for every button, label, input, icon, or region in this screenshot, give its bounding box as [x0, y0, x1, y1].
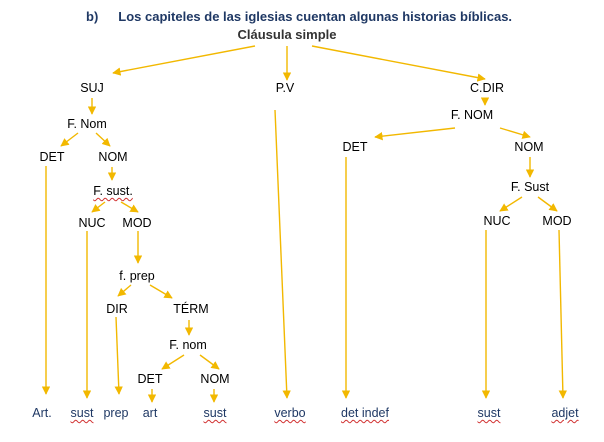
node-det: DET [39, 150, 65, 164]
arrow-fsust2-nuc [499, 196, 523, 212]
arrow-fsust-nuc [91, 201, 106, 213]
leaf-adjet: adjet [551, 406, 579, 420]
node-term: TÉRM [173, 302, 209, 316]
node-nom-3: NOM [514, 140, 544, 154]
arrow-fnom-det3 [374, 127, 456, 141]
leaf-prep: prep [103, 406, 129, 420]
arrow-pv-verbo [274, 109, 291, 399]
node-f-prep: f. prep [119, 269, 155, 283]
node-det-2: DET [137, 372, 163, 386]
node-nom: NOM [98, 150, 128, 164]
leaf-sust-2: sust [203, 406, 227, 420]
node-c-dir: C.DIR [469, 81, 505, 95]
arrow-fnom2-det [161, 354, 185, 370]
title-marker: b) [86, 9, 99, 24]
arrow-fprep-dir [117, 284, 132, 297]
sentence-title: b) Los capiteles de las iglesias cuentan … [86, 9, 512, 24]
arrow-dir-prep [114, 316, 123, 395]
arrow-fsust-mod [120, 201, 139, 213]
node-det-3: DET [342, 140, 368, 154]
arrow-fnom2-nom [199, 354, 220, 370]
arrow-fnom-nom3 [499, 127, 531, 139]
leaf-sust: sust [70, 406, 94, 420]
node-nuc-2: NUC [483, 214, 511, 228]
arrow-fsust2-mod [537, 196, 558, 212]
node-f-nom: F. Nom [67, 117, 107, 131]
node-nuc: NUC [78, 216, 106, 230]
node-f-sust: F. sust. [93, 184, 133, 198]
title-sentence: Los capiteles de las iglesias cuentan al… [118, 9, 513, 24]
node-f-sust-2: F. Sust [510, 180, 550, 194]
node-pv: P.V [275, 81, 295, 95]
arrow-fnom-nom [95, 132, 111, 147]
node-suj: SUJ [80, 81, 104, 95]
leaf-det-indef: det indef [341, 406, 389, 420]
leaf-art: Art. [32, 406, 52, 420]
arrow-fnom-det [60, 132, 79, 147]
arrow-fprep-term [149, 284, 173, 299]
node-f-nom-cdir: F. NOM [450, 108, 494, 122]
arrow-root-suj [112, 45, 256, 76]
node-nom-2: NOM [200, 372, 230, 386]
node-mod-2: MOD [542, 214, 572, 228]
leaf-verbo: verbo [274, 406, 306, 420]
leaf-sust-3: sust [477, 406, 501, 420]
arrow-root-cdir [311, 45, 486, 82]
node-dir: DIR [106, 302, 128, 316]
arrow-mod2-adjet [558, 229, 568, 399]
node-f-nom-2: F. nom [169, 338, 207, 352]
root-node: Cláusula simple [237, 27, 337, 42]
node-mod: MOD [122, 216, 152, 230]
leaf-art-2: art [142, 406, 158, 420]
